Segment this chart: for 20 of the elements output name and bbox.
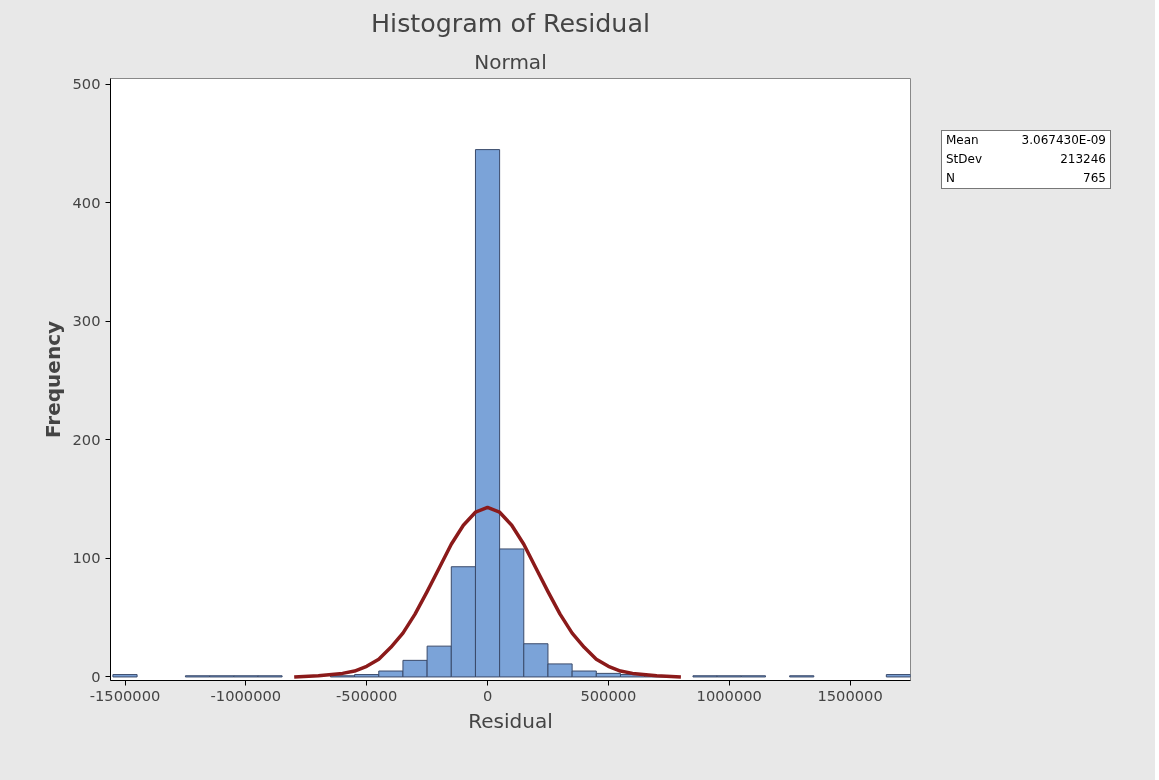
x-tick-label: -500000 <box>336 686 398 704</box>
x-axis-title: Residual <box>468 708 553 733</box>
chart-subtitle: Normal <box>474 49 547 74</box>
y-tick-label: 300 <box>72 312 101 330</box>
text: StDev 213246 <box>946 152 1106 167</box>
x-tick-label: 500000 <box>580 686 637 704</box>
x-tick-label: 1500000 <box>817 686 883 704</box>
y-axis-title: Frequency <box>40 320 65 439</box>
y-tick-label: 400 <box>72 193 101 211</box>
x-tick-label: 0 <box>482 686 493 704</box>
x-tick-label: -1500000 <box>89 686 161 704</box>
y-tick-label: 100 <box>72 549 101 567</box>
x-tick-label: 1000000 <box>696 686 762 704</box>
text: Mean 3.067430E-09 <box>946 133 1106 147</box>
chart-title: Histogram of Residual <box>371 7 650 38</box>
text: N 765 <box>946 171 1106 186</box>
y-tick-label: 0 <box>91 667 101 685</box>
y-tick-label: 200 <box>72 430 101 448</box>
x-tick-label: -1000000 <box>210 686 282 704</box>
y-tick-label: 500 <box>72 75 101 93</box>
